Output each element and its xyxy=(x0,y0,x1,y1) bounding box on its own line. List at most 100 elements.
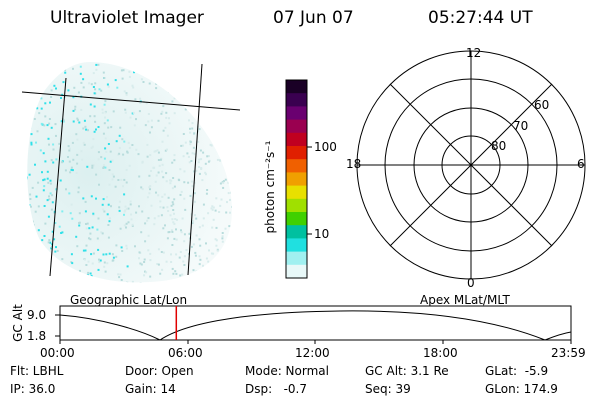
emission-pixel xyxy=(70,166,73,169)
emission-pixel xyxy=(119,126,122,129)
emission-pixel xyxy=(207,271,210,274)
emission-pixel xyxy=(40,107,43,110)
emission-pixel xyxy=(80,150,83,153)
emission-pixel xyxy=(160,112,163,115)
emission-pixel xyxy=(165,85,168,88)
emission-pixel xyxy=(173,159,176,162)
emission-pixel xyxy=(131,84,134,87)
colorbar-segment xyxy=(286,225,307,239)
emission-pixel xyxy=(131,223,134,226)
emission-pixel xyxy=(201,179,204,182)
emission-pixel xyxy=(220,152,223,155)
emission-pixel xyxy=(95,197,97,200)
geo-grid-lines xyxy=(21,63,241,277)
emission-pixel xyxy=(219,159,222,162)
emission-pixel xyxy=(146,219,149,222)
emission-pixel xyxy=(186,68,189,71)
emission-pixel xyxy=(165,260,168,263)
emission-pixel xyxy=(65,188,67,191)
emission-pixel xyxy=(195,281,198,283)
emission-pixel xyxy=(106,119,109,122)
emission-pixel xyxy=(140,78,143,81)
emission-pixel xyxy=(190,180,193,183)
emission-pixel xyxy=(94,120,97,123)
emission-pixel xyxy=(161,170,164,173)
emission-pixel xyxy=(207,107,210,110)
emission-pixel xyxy=(201,279,204,282)
emission-pixel xyxy=(180,231,183,234)
emission-pixel xyxy=(111,173,114,176)
emission-pixel xyxy=(106,196,108,199)
emission-pixel xyxy=(62,120,65,123)
time-label: 05:27:44 UT xyxy=(428,8,533,28)
altitude-curve xyxy=(59,310,572,341)
emission-pixel xyxy=(37,229,40,232)
emission-pixel xyxy=(179,100,182,103)
emission-pixel xyxy=(76,162,79,165)
emission-pixel xyxy=(212,218,215,221)
emission-pixel xyxy=(39,149,42,152)
emission-pixel xyxy=(192,243,195,246)
emission-pixel xyxy=(191,222,194,225)
emission-pixel xyxy=(31,186,34,189)
emission-pixel xyxy=(162,206,165,209)
emission-pixel xyxy=(215,197,218,200)
emission-pixel xyxy=(138,110,141,113)
emission-pixel xyxy=(106,262,109,265)
emission-pixel xyxy=(69,271,71,274)
emission-pixel xyxy=(42,251,45,253)
colorbar-ticks xyxy=(307,146,312,235)
emission-pixel xyxy=(231,236,233,239)
emission-pixel xyxy=(161,110,164,113)
emission-pixel xyxy=(222,186,225,189)
emission-pixel xyxy=(179,274,182,277)
emission-pixel xyxy=(175,272,178,275)
polar-grid xyxy=(356,50,586,280)
emission-pixel xyxy=(50,247,53,250)
emission-pixel xyxy=(41,267,44,270)
emission-pixel xyxy=(134,98,137,101)
emission-pixel xyxy=(131,280,134,283)
emission-pixel xyxy=(30,133,33,136)
emission-pixel xyxy=(185,249,188,251)
emission-pixel xyxy=(82,141,85,144)
emission-pixel xyxy=(125,207,128,210)
emission-pixel xyxy=(183,264,186,266)
emission-pixel xyxy=(218,211,221,213)
emission-pixel xyxy=(220,198,223,201)
emission-pixel xyxy=(216,249,219,252)
emission-pixel xyxy=(64,169,67,172)
emission-pixel xyxy=(70,253,73,256)
emission-pixel xyxy=(170,261,173,263)
emission-pixel xyxy=(168,122,171,125)
emission-pixel xyxy=(198,158,201,161)
emission-pixel xyxy=(214,100,217,103)
emission-pixel xyxy=(42,189,45,192)
emission-pixel xyxy=(156,149,159,152)
emission-pixel xyxy=(104,147,107,150)
colorbar-segment xyxy=(286,146,307,160)
emission-pixel xyxy=(37,257,40,260)
emission-pixel xyxy=(77,186,80,189)
emission-pixel xyxy=(111,178,114,181)
emission-pixel xyxy=(147,234,150,237)
emission-pixel xyxy=(121,77,124,80)
emission-pixel xyxy=(53,84,56,87)
emission-pixel xyxy=(207,80,210,82)
emission-pixel xyxy=(72,96,75,99)
emission-pixel xyxy=(95,68,98,71)
emission-pixel xyxy=(88,227,91,230)
emission-pixel xyxy=(235,232,237,234)
emission-pixel xyxy=(27,80,29,83)
emission-pixel xyxy=(76,245,79,248)
emission-pixel xyxy=(74,108,77,111)
emission-pixel xyxy=(188,71,191,74)
emission-pixel xyxy=(128,164,131,167)
emission-pixel xyxy=(53,69,56,71)
emission-pixel xyxy=(51,194,54,197)
emission-pixel xyxy=(32,235,35,238)
emission-pixel xyxy=(93,130,96,133)
emission-pixel xyxy=(144,124,147,127)
emission-pixel xyxy=(202,264,204,267)
